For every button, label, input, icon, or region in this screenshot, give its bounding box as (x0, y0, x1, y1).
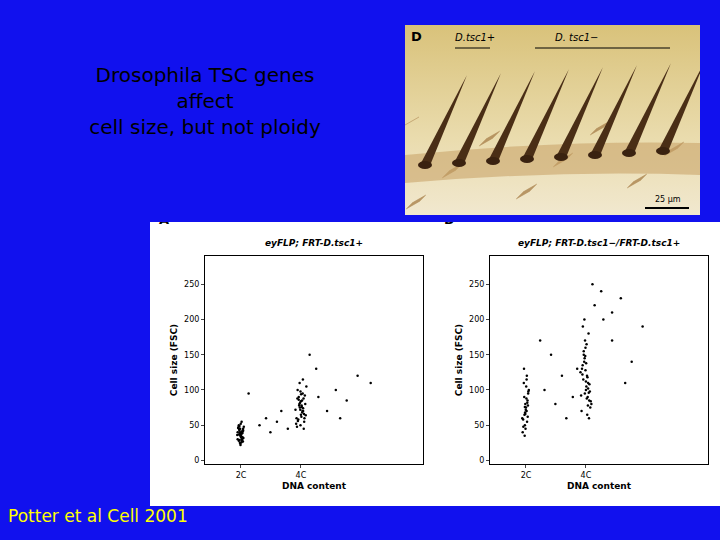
svg-text:eyFLP; FRT-D.tsc1+: eyFLP; FRT-D.tsc1+ (265, 238, 363, 248)
html-text:cell size, but not ploidy: cell size, but not ploidy (89, 115, 321, 139)
svg-text:25 µm: 25 µm (655, 195, 681, 204)
svg-text:100: 100 (184, 386, 199, 395)
html-text:Drosophila TSC genes: Drosophila TSC genes (95, 63, 315, 87)
svg-text:200: 200 (469, 315, 484, 324)
svg-text:50: 50 (189, 421, 199, 430)
svg-text:2C: 2C (521, 471, 532, 480)
svg-text:0: 0 (194, 456, 199, 465)
svg-text:Cell size (FSC): Cell size (FSC) (454, 324, 464, 396)
svg-text:250: 250 (184, 280, 199, 289)
svg-text:0: 0 (479, 456, 484, 465)
svg-text:4C: 4C (296, 471, 307, 480)
html-text:Potter et al Cell 2001: Potter et al Cell 2001 (8, 506, 188, 526)
svg-text:150: 150 (184, 351, 199, 360)
html-text:affect: affect (176, 89, 234, 113)
svg-text:DNA content: DNA content (282, 481, 347, 491)
svg-text:D: D (411, 29, 422, 44)
svg-text:150: 150 (469, 351, 484, 360)
svg-text:B: B (444, 222, 454, 227)
svg-text:A: A (159, 222, 169, 227)
svg-text:50: 50 (474, 421, 484, 430)
svg-text:200: 200 (184, 315, 199, 324)
svg-text:D.tsc1+: D.tsc1+ (455, 32, 495, 43)
svg-text:250: 250 (469, 280, 484, 289)
svg-text:D. tsc1−: D. tsc1− (555, 32, 598, 43)
svg-text:Cell size (FSC): Cell size (FSC) (169, 324, 179, 396)
svg-text:2C: 2C (236, 471, 247, 480)
svg-text:DNA content: DNA content (567, 481, 632, 491)
svg-text:4C: 4C (581, 471, 592, 480)
svg-text:100: 100 (469, 386, 484, 395)
svg-text:eyFLP; FRT-D.tsc1−/FRT-D.tsc1+: eyFLP; FRT-D.tsc1−/FRT-D.tsc1+ (518, 238, 680, 248)
